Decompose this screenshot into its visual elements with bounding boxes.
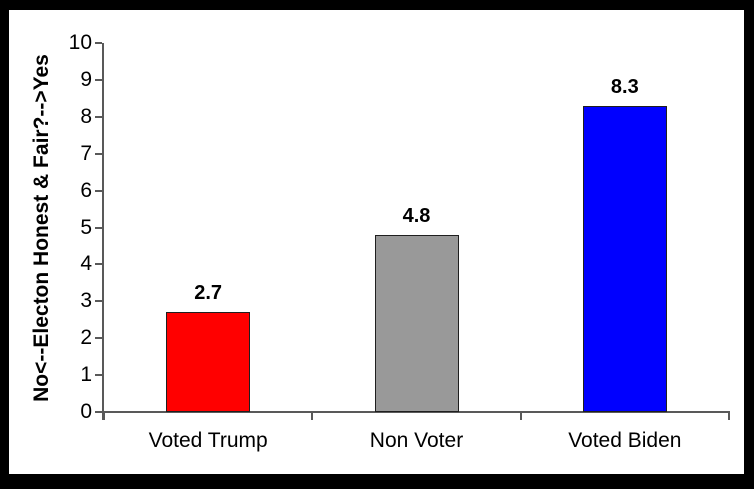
y-tick — [95, 411, 102, 413]
y-tick — [95, 263, 102, 266]
bar-value-label: 4.8 — [402, 204, 431, 227]
x-tick — [728, 411, 730, 420]
y-tick — [95, 78, 102, 81]
y-tick-label: 8 — [80, 104, 92, 128]
y-tick-label: 2 — [80, 326, 92, 350]
x-tick — [311, 411, 314, 420]
y-tick-label: 10 — [68, 31, 92, 54]
bar-value-label: 8.3 — [610, 75, 639, 98]
x-tick — [103, 411, 105, 420]
y-tick — [95, 42, 102, 44]
bar-non-voter — [374, 234, 459, 412]
y-tick — [95, 152, 102, 155]
y-tick — [95, 115, 102, 118]
x-axis-line — [102, 411, 730, 413]
x-category-label-voted-biden: Voted Biden — [568, 429, 682, 452]
bar-value-label: 2.7 — [194, 282, 223, 305]
bar-voted-trump — [166, 312, 251, 412]
y-tick — [95, 226, 102, 229]
x-category-label-non-voter: Non Voter — [369, 429, 464, 452]
x-category-label-voted-trump: Voted Trump — [148, 429, 268, 452]
y-tick — [95, 337, 102, 340]
y-tick-label: 5 — [80, 215, 92, 239]
bar-voted-biden — [582, 105, 667, 412]
y-tick-label: 6 — [80, 178, 92, 202]
y-tick-label: 9 — [80, 67, 92, 91]
y-tick — [95, 374, 102, 377]
y-tick-label: 7 — [80, 141, 92, 165]
y-tick-label: 3 — [80, 289, 92, 313]
y-tick — [95, 300, 102, 303]
y-tick-label: 0 — [80, 400, 92, 423]
y-tick-label: 1 — [80, 363, 92, 387]
y-tick — [95, 189, 102, 192]
y-axis-line — [102, 43, 104, 420]
x-tick — [519, 411, 522, 420]
y-tick-label: 4 — [80, 252, 92, 276]
